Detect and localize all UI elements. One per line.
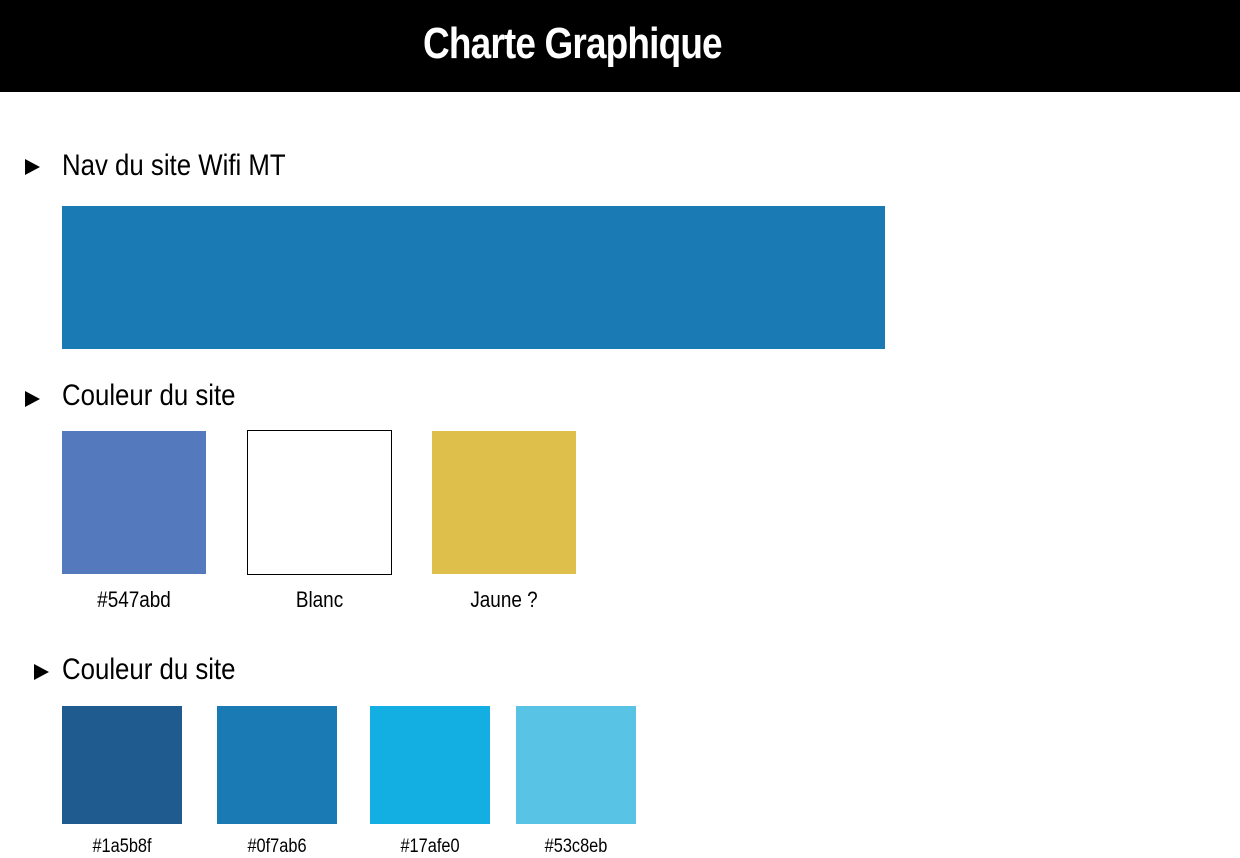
swatch-label: #1a5b8f [92,836,152,857]
swatch-label: #547abd [97,587,171,612]
swatch-label: #53c8eb [544,836,608,857]
swatch-label: #17afe0 [400,836,460,857]
color-swatch [217,706,337,824]
color-swatch [370,706,490,824]
triangle-bullet-icon [25,159,40,175]
color-swatch [62,431,206,574]
section-heading-nav: Nav du site Wifi MT [62,149,286,182]
page-title: Charte Graphique [423,19,723,68]
triangle-bullet-icon [25,391,40,407]
color-swatch [247,430,392,575]
triangle-bullet-icon [34,664,49,680]
color-swatch [62,706,182,824]
swatch-label: Jaune ? [470,587,538,612]
swatch-label: #0f7ab6 [247,836,307,857]
color-swatch [432,431,576,574]
swatch-label: Blanc [295,587,344,612]
nav-color-bar [62,206,885,349]
section-heading-colors: Couleur du site [62,379,236,412]
section-heading-colors: Couleur du site [62,653,236,686]
title-bar: Charte Graphique [0,0,1240,92]
color-swatch [516,706,636,824]
